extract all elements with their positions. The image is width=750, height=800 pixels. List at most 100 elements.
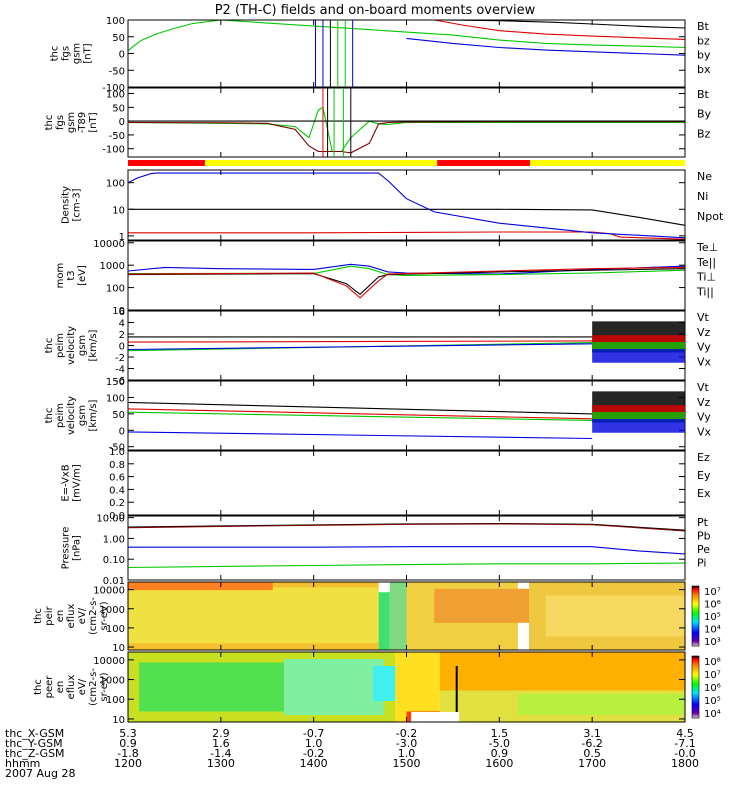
ephemeris-value: 0.9: [119, 737, 137, 750]
y-axis-label: mom: [55, 263, 66, 289]
ephemeris-value: 1700: [578, 757, 606, 770]
ephemeris-value: 0.9: [491, 747, 509, 760]
y-tick-label: 150: [106, 377, 125, 388]
y-axis-label: [eV]: [77, 265, 88, 286]
burst-Vx: [592, 348, 685, 363]
y-axis-label: thc: [44, 115, 55, 131]
y-axis-label: (cm2-s-: [88, 668, 99, 706]
series-line-Vz: [127, 408, 593, 420]
legend-Vx: Vx: [697, 355, 712, 368]
y-axis-label: fgs: [61, 46, 72, 61]
y-tick-label: 2: [119, 330, 125, 341]
series-line-Te⊥: [127, 266, 686, 299]
y-axis-label: gsm: [77, 405, 88, 426]
series-line-Pi: [128, 546, 686, 555]
y-axis-label: E=-VxB: [61, 464, 72, 501]
colorbar-label: 10³: [704, 637, 721, 648]
legend-Pi: Pi: [697, 557, 706, 570]
y-tick-label: 1: [119, 232, 125, 243]
series-line-Ne: [128, 231, 686, 240]
series-line-Vy: [127, 411, 593, 421]
colorbar-label: 10⁶: [704, 683, 721, 694]
spectrogram-cell: [395, 652, 440, 722]
y-axis-label: [nT]: [83, 43, 94, 63]
legend-Vz: Vz: [697, 396, 711, 409]
y-axis-label: [mV/m]: [72, 464, 83, 502]
y-tick-label: -100: [102, 145, 125, 156]
y-axis-label: sr-eV): [99, 601, 110, 630]
ephemeris-value: -6.2: [581, 737, 602, 750]
colorbar-peer: 10⁸ 10⁷ 10⁶ 10⁵ 10⁴: [691, 655, 721, 720]
ephemeris-value: 1600: [485, 757, 513, 770]
y-tick-label: 100: [106, 695, 125, 706]
y-axis-label: peir: [44, 605, 55, 625]
y-tick-label: -50: [109, 443, 125, 454]
y-axis-label: eflux: [66, 675, 77, 700]
spectrogram-cell: [439, 652, 685, 691]
y-axis-label: Density: [61, 186, 72, 224]
y-axis-label: [nPa]: [72, 535, 83, 561]
region-segment: [529, 160, 685, 166]
series-line-Vt: [127, 401, 593, 415]
y-axis-label: eV/: [77, 607, 88, 624]
y-axis-label: peim: [55, 403, 66, 428]
y-axis-label: [km/s]: [88, 399, 99, 431]
velocity-burst: [592, 391, 685, 433]
colorbar-label: 10⁷: [704, 670, 721, 681]
ephemeris-value: -3.0: [396, 737, 417, 750]
legend-Bz: Bz: [697, 127, 711, 140]
panel-vel_peim: 150 100 50 0 -50 thc peim velocity gsm [km/s] Vt Vz…: [44, 377, 712, 454]
y-axis-label: -T89: [77, 112, 88, 134]
spectrogram-cell: [373, 666, 396, 701]
ephemeris-value: 1500: [393, 757, 421, 770]
y-axis-label: Pressure: [61, 527, 72, 570]
series-line-Te||: [127, 268, 686, 296]
legend-Vy: Vy: [697, 411, 711, 424]
series-line-Npot: [127, 172, 686, 239]
data-gap-line: [455, 666, 458, 722]
y-axis-label: eflux: [66, 604, 77, 629]
ephemeris-value: 1.0: [305, 737, 323, 750]
panel-fgs_det: 100 50 0 -50 -100 thc fgs gsm -T89 [nT] Bt By Bz: [44, 87, 712, 158]
y-axis-label: en: [55, 681, 66, 694]
y-tick-label: 100: [106, 16, 125, 27]
ephemeris-label: thc_Z-GSM: [5, 747, 65, 760]
fgs-det-spikes: [322, 88, 352, 157]
series-line-Bz: [127, 121, 685, 154]
region-segment: [128, 160, 206, 166]
legend-Te⊥: Te⊥: [696, 241, 718, 254]
legend-Vx: Vx: [697, 425, 712, 438]
series-line-Vx: [127, 343, 593, 351]
legend-bx: bx: [697, 63, 711, 76]
legend-Vz: Vz: [697, 326, 711, 339]
colorbar-label: 10⁶: [704, 600, 721, 611]
spectrogram-cell: [378, 592, 390, 650]
y-axis-label: sr-eV): [99, 672, 110, 701]
ephemeris-label: thc_X-GSM: [5, 727, 64, 740]
y-tick-label: 0.01: [103, 576, 125, 587]
ephemeris-value: 0.5: [583, 747, 601, 760]
y-axis-label: gsm: [72, 43, 83, 64]
y-tick-label: 100: [106, 393, 125, 404]
y-tick-label: 50: [112, 33, 125, 44]
panel-temp: 10000 1000 100 10 mom t3 [eV] Te⊥ Te|| Ti⊥Ti||: [55, 239, 718, 317]
y-axis-label: eV/: [77, 678, 88, 695]
legend-Vy: Vy: [697, 341, 711, 354]
y-axis-label: thc: [33, 679, 44, 695]
legend-Ey: Ey: [697, 469, 711, 482]
y-tick-label: 0.6: [109, 473, 125, 484]
colorbar-label: 10⁸: [704, 657, 721, 668]
panel-frame: [127, 169, 686, 241]
ephemeris-value: -7.1: [674, 737, 695, 750]
spectrogram-peer: [128, 652, 685, 722]
y-tick-label: 0: [119, 50, 125, 61]
ephemeris-label: 2007 Aug 28: [5, 767, 75, 780]
ephemeris-value: 1.6: [212, 737, 230, 750]
legend-bz: bz: [697, 34, 710, 47]
y-tick-label: 1.0: [109, 447, 125, 458]
y-tick-label: 50: [112, 103, 125, 114]
y-axis-label: velocity: [66, 396, 77, 435]
ephemeris-value: 2.9: [212, 727, 230, 740]
